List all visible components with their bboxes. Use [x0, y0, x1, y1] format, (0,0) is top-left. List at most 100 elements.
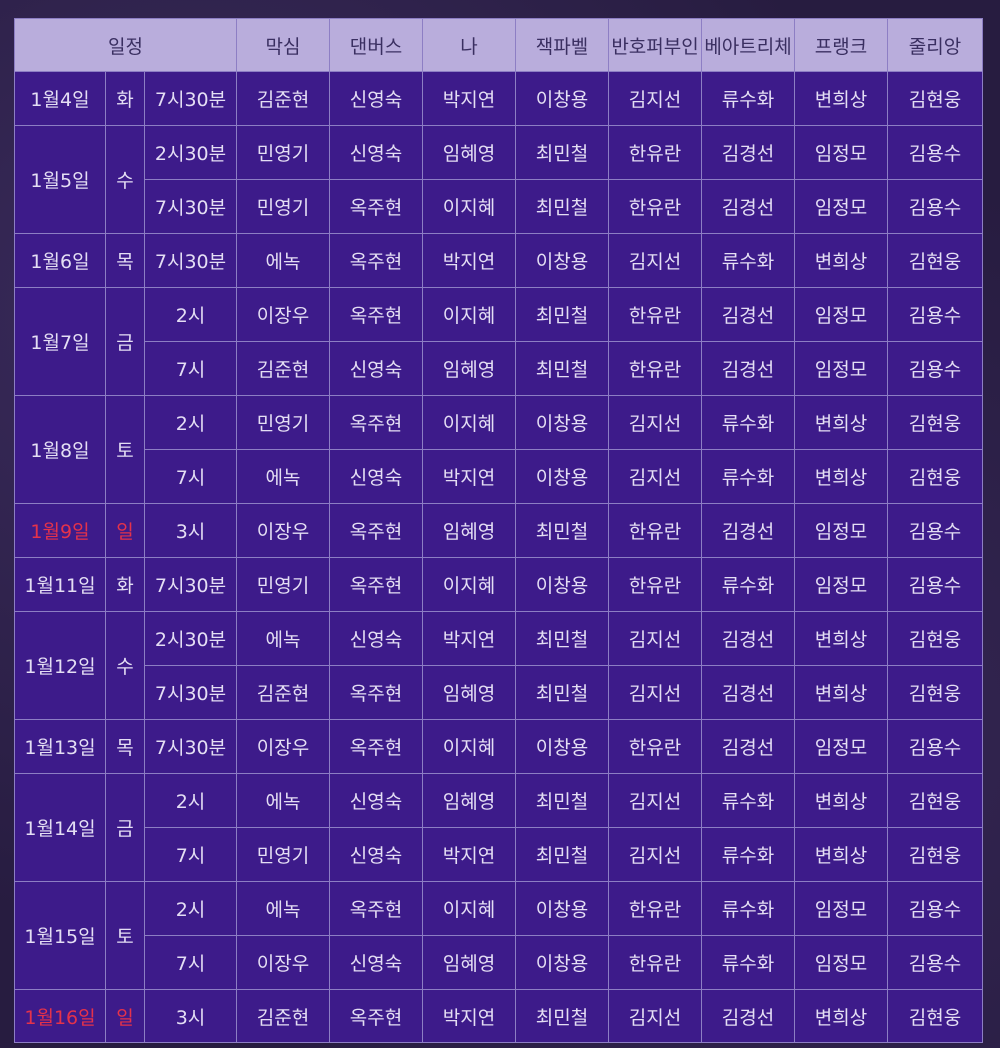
time-cell: 7시: [143, 341, 238, 396]
cast-cell: 이장우: [236, 719, 331, 774]
time-cell: 7시30분: [143, 719, 238, 774]
table-row: 1월4일 화 7시30분 김준현 신영숙 박지연 이창용 김지선 류수화 변희상 김현웅: [14, 71, 984, 126]
cast-cell: 최민철: [515, 611, 610, 666]
date-cell: 1월14일: [14, 773, 106, 882]
cast-cell: 박지연: [422, 827, 517, 882]
date-cell: 1월9일: [14, 503, 106, 558]
cast-cell: 김지선: [608, 665, 703, 720]
cast-cell: 한유란: [608, 179, 703, 234]
cast-cell: 김현웅: [887, 71, 984, 126]
cast-cell: 김지선: [608, 827, 703, 882]
table-row: 1월11일 화 7시30분 민영기 옥주현 이지혜 이창용 한유란 류수화 임정모 김용수: [14, 557, 984, 612]
cast-cell: 한유란: [608, 557, 703, 612]
cast-cell: 에녹: [236, 233, 331, 288]
cast-cell: 김용수: [887, 881, 984, 936]
cast-cell: 민영기: [236, 125, 331, 180]
cast-cell: 한유란: [608, 719, 703, 774]
time-cell: 3시: [143, 503, 238, 558]
cast-cell: 김준현: [236, 665, 331, 720]
cast-cell: 김용수: [887, 503, 984, 558]
cast-cell: 임혜영: [422, 125, 517, 180]
time-cell: 7시: [143, 827, 238, 882]
cast-cell: 박지연: [422, 611, 517, 666]
cast-cell: 한유란: [608, 125, 703, 180]
table-row: 7시30분 민영기 옥주현 이지혜 최민철 한유란 김경선 임정모 김용수: [15, 179, 984, 234]
header-frank: 프랭크: [794, 18, 889, 72]
weekday-cell: 목: [105, 719, 145, 774]
cast-cell: 옥주현: [329, 719, 424, 774]
cast-cell: 이지혜: [422, 179, 517, 234]
table-row: 1월12일 수 2시30분 에녹 신영숙 박지연 최민철 김지선 김경선 변희상 김현웅: [14, 611, 984, 720]
cast-cell: 옥주현: [329, 503, 424, 558]
weekday-cell: 일: [105, 989, 145, 1043]
cast-cell: 류수화: [701, 233, 796, 288]
cast-cell: 김지선: [608, 233, 703, 288]
weekday-cell: 금: [105, 773, 145, 882]
time-cell: 7시: [143, 449, 238, 504]
time-cell: 2시: [143, 287, 238, 342]
cast-cell: 옥주현: [329, 287, 424, 342]
cast-cell: 임정모: [794, 341, 889, 396]
date-cell: 1월13일: [14, 719, 106, 774]
cast-cell: 김현웅: [887, 395, 984, 450]
cast-cell: 김경선: [701, 719, 796, 774]
table-row: 1월8일 토 2시 민영기 옥주현 이지혜 이창용 김지선 류수화 변희상 김현웅: [14, 395, 984, 504]
cast-cell: 최민철: [515, 773, 610, 828]
cast-cell: 에녹: [236, 611, 331, 666]
weekday-cell: 토: [105, 395, 145, 504]
cast-cell: 민영기: [236, 179, 331, 234]
weekday-cell: 화: [105, 557, 145, 612]
cast-cell: 옥주현: [329, 665, 424, 720]
table-body: 1월4일 화 7시30분 김준현 신영숙 박지연 이창용 김지선 류수화 변희상 김현웅 1월5일 수 2…: [14, 71, 984, 1043]
cast-cell: 류수화: [701, 395, 796, 450]
cast-cell: 김지선: [608, 449, 703, 504]
cast-cell: 최민철: [515, 179, 610, 234]
weekday-cell: 수: [105, 611, 145, 720]
weekday-cell: 일: [105, 503, 145, 558]
cast-cell: 류수화: [701, 557, 796, 612]
table-row: 1월9일 일 3시 이장우 옥주현 임혜영 최민철 한유란 김경선 임정모 김용수: [14, 503, 984, 558]
cast-cell: 옥주현: [329, 881, 424, 936]
table-row: 7시 김준현 신영숙 임혜영 최민철 한유란 김경선 임정모 김용수: [15, 341, 984, 396]
cast-cell: 이창용: [515, 233, 610, 288]
date-cell: 1월11일: [14, 557, 106, 612]
cast-cell: 김경선: [701, 125, 796, 180]
cast-cell: 김현웅: [887, 989, 984, 1043]
date-cell: 1월4일: [14, 71, 106, 126]
cast-cell: 이창용: [515, 71, 610, 126]
cast-cell: 김용수: [887, 179, 984, 234]
time-cell: 7시30분: [143, 557, 238, 612]
weekday-cell: 화: [105, 71, 145, 126]
table-row: 7시30분 김준현 옥주현 임혜영 최민철 김지선 김경선 변희상 김현웅: [15, 665, 984, 720]
weekday-cell: 수: [105, 125, 145, 234]
cast-cell: 변희상: [794, 395, 889, 450]
cast-cell: 김용수: [887, 125, 984, 180]
cast-cell: 신영숙: [329, 827, 424, 882]
cast-cell: 옥주현: [329, 233, 424, 288]
cast-cell: 민영기: [236, 557, 331, 612]
cast-cell: 김경선: [701, 611, 796, 666]
cast-cell: 임정모: [794, 125, 889, 180]
cast-cell: 신영숙: [329, 611, 424, 666]
cast-cell: 이지혜: [422, 557, 517, 612]
cast-cell: 김현웅: [887, 665, 984, 720]
cast-cell: 민영기: [236, 395, 331, 450]
header-jack-favell: 잭파벨: [515, 18, 610, 72]
cast-cell: 한유란: [608, 287, 703, 342]
cast-cell: 임혜영: [422, 773, 517, 828]
cast-cell: 신영숙: [329, 71, 424, 126]
time-cell: 7시30분: [143, 71, 238, 126]
cast-cell: 임정모: [794, 719, 889, 774]
cast-cell: 류수화: [701, 773, 796, 828]
time-cell: 2시: [143, 881, 238, 936]
time-cell: 2시: [143, 395, 238, 450]
header-i: 나: [422, 18, 517, 72]
cast-cell: 류수화: [701, 827, 796, 882]
cast-cell: 김용수: [887, 341, 984, 396]
cast-cell: 최민철: [515, 989, 610, 1043]
cast-cell: 이장우: [236, 503, 331, 558]
cast-cell: 이지혜: [422, 881, 517, 936]
cast-cell: 이창용: [515, 881, 610, 936]
time-cell: 7시: [143, 935, 238, 990]
cast-cell: 변희상: [794, 773, 889, 828]
